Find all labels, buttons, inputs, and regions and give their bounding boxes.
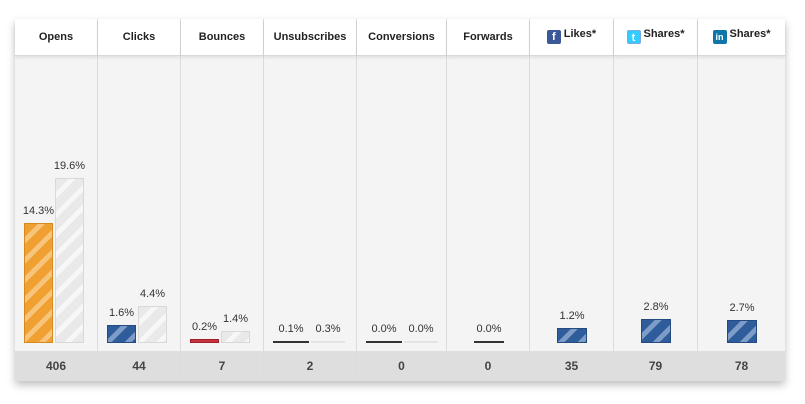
column-header[interactable]: Forwards [447, 19, 529, 56]
bar-campaign [190, 339, 219, 343]
column-header[interactable]: f Likes* [530, 19, 613, 56]
twitter-icon: t [626, 30, 641, 44]
stat-column-forwards: Forwards 0.0% 0 [447, 19, 530, 381]
bar-percent-label: 1.6% [108, 307, 135, 319]
column-total: 0 [357, 351, 446, 381]
linkedin-icon: in [712, 30, 727, 44]
stat-column-likes: f Likes* 1.2% 35 [530, 19, 614, 381]
bar-benchmark [404, 341, 438, 343]
stat-column-unsubscribes: Unsubscribes 0.1% 0.3% 2 [264, 19, 357, 381]
bar-percent-label: 1.2% [559, 310, 585, 322]
bar-percent-label: 0.2% [191, 321, 218, 333]
column-total: 2 [264, 351, 356, 381]
bar-percent-label: 1.4% [222, 313, 249, 326]
bar-benchmark [55, 178, 84, 343]
column-header[interactable]: Opens [15, 19, 97, 56]
bar-percent-label: 0.0% [408, 323, 434, 335]
bar-percent-label: 4.4% [139, 288, 166, 301]
bar-benchmark [138, 306, 167, 343]
column-header[interactable]: Bounces [181, 19, 263, 56]
facebook-icon: f [546, 30, 561, 44]
bar-campaign [641, 319, 671, 343]
bar-percent-label: 0.0% [476, 323, 502, 335]
column-header-label: Conversions [368, 31, 435, 43]
stat-column-shares: t Shares* 2.8% 79 [614, 19, 698, 381]
column-header[interactable]: in Shares* [698, 19, 785, 56]
stats-columns: Opens 14.3% 19.6% 406 Clicks 1.6% 4.4% 44 Bounce… [15, 19, 785, 381]
bar-campaign [727, 320, 757, 343]
bar-percent-label: 14.3% [22, 204, 55, 217]
column-header-label: Forwards [463, 31, 513, 43]
bar-benchmark [221, 331, 250, 343]
bar-campaign [107, 325, 136, 343]
column-total: 79 [614, 351, 697, 381]
column-header-label: Shares* [729, 28, 771, 40]
column-header-label: Opens [38, 31, 74, 43]
email-stats-panel: Opens 14.3% 19.6% 406 Clicks 1.6% 4.4% 44 Bounce… [15, 19, 785, 381]
stat-column-opens: Opens 14.3% 19.6% 406 [15, 19, 98, 381]
bar-benchmark [311, 341, 345, 343]
bar-percent-label: 0.3% [315, 323, 341, 335]
bar-percent-label: 0.1% [278, 323, 304, 335]
bar-campaign [273, 341, 309, 343]
column-header-label: Shares* [643, 28, 685, 40]
column-header-label: Likes* [563, 28, 597, 40]
column-total: 7 [181, 351, 263, 381]
column-header[interactable]: Unsubscribes [264, 19, 356, 56]
bar-percent-label: 2.7% [729, 302, 755, 315]
column-header-label: Bounces [198, 31, 246, 43]
column-header[interactable]: Clicks [98, 19, 180, 56]
bar-campaign [474, 341, 504, 343]
bar-percent-label: 0.0% [371, 323, 397, 335]
bar-percent-label: 2.8% [643, 301, 669, 314]
column-header[interactable]: Conversions [357, 19, 446, 56]
column-total: 78 [698, 351, 785, 381]
bar-percent-label: 19.6% [53, 160, 86, 173]
bar-campaign [557, 328, 587, 343]
column-total: 0 [447, 351, 529, 381]
column-total: 406 [15, 351, 97, 381]
column-total: 35 [530, 351, 613, 381]
stat-column-conversions: Conversions 0.0% 0.0% 0 [357, 19, 447, 381]
column-header[interactable]: t Shares* [614, 19, 697, 56]
column-header-label: Unsubscribes [273, 31, 347, 43]
bar-campaign [24, 222, 53, 343]
stat-column-shares: in Shares* 2.7% 78 [698, 19, 785, 381]
column-header-label: Clicks [122, 31, 156, 43]
stat-column-clicks: Clicks 1.6% 4.4% 44 [98, 19, 181, 381]
stat-column-bounces: Bounces 0.2% 1.4% 7 [181, 19, 264, 381]
column-total: 44 [98, 351, 180, 381]
bar-campaign [366, 341, 402, 343]
